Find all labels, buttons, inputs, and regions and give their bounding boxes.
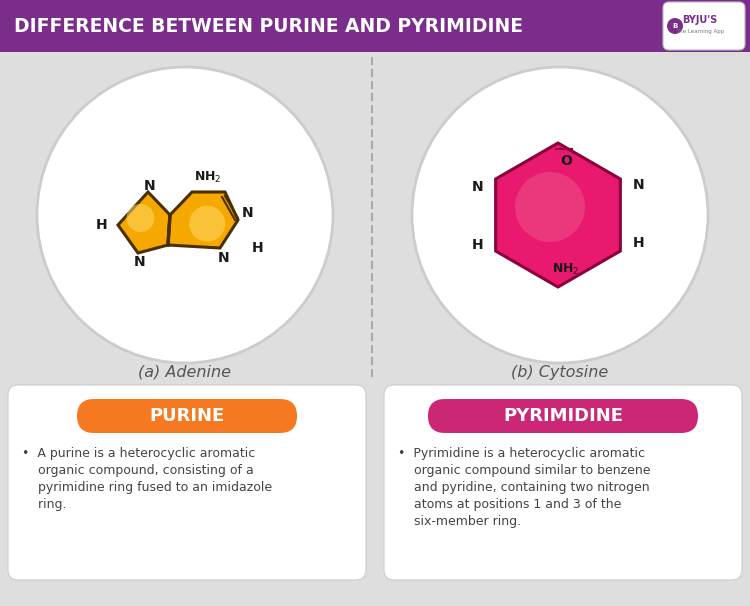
- Circle shape: [189, 205, 225, 242]
- Circle shape: [412, 67, 708, 363]
- Text: H: H: [472, 238, 484, 252]
- Text: (a) Adenine: (a) Adenine: [139, 364, 232, 379]
- Polygon shape: [118, 192, 170, 253]
- Text: PURINE: PURINE: [149, 407, 225, 425]
- FancyBboxPatch shape: [663, 2, 745, 50]
- Text: N: N: [144, 179, 156, 193]
- Polygon shape: [168, 192, 238, 248]
- Text: PYRIMIDINE: PYRIMIDINE: [503, 407, 623, 425]
- Circle shape: [515, 172, 585, 242]
- Text: organic compound, consisting of a: organic compound, consisting of a: [22, 464, 254, 477]
- Text: H: H: [252, 241, 264, 255]
- Text: atoms at positions 1 and 3 of the: atoms at positions 1 and 3 of the: [398, 498, 621, 511]
- Text: organic compound similar to benzene: organic compound similar to benzene: [398, 464, 650, 477]
- FancyBboxPatch shape: [77, 399, 297, 433]
- Circle shape: [37, 67, 333, 363]
- Text: DIFFERENCE BETWEEN PURINE AND PYRIMIDINE: DIFFERENCE BETWEEN PURINE AND PYRIMIDINE: [14, 16, 523, 36]
- FancyBboxPatch shape: [384, 385, 742, 580]
- Polygon shape: [496, 143, 620, 287]
- Circle shape: [127, 204, 154, 232]
- Text: ring.: ring.: [22, 498, 67, 511]
- FancyBboxPatch shape: [0, 0, 750, 52]
- Text: N: N: [472, 180, 484, 194]
- Text: BYJU'S: BYJU'S: [682, 15, 718, 25]
- Text: The Learning App: The Learning App: [676, 28, 724, 33]
- Text: NH$_2$: NH$_2$: [194, 170, 222, 185]
- Text: •  A purine is a heterocyclic aromatic: • A purine is a heterocyclic aromatic: [22, 447, 255, 460]
- Text: six-member ring.: six-member ring.: [398, 515, 521, 528]
- Text: H: H: [96, 218, 108, 232]
- Text: N: N: [218, 251, 229, 265]
- Text: H: H: [632, 236, 644, 250]
- Text: and pyridine, containing two nitrogen: and pyridine, containing two nitrogen: [398, 481, 650, 494]
- Circle shape: [667, 18, 683, 34]
- Text: O: O: [560, 154, 572, 168]
- Text: (b) Cytosine: (b) Cytosine: [512, 364, 609, 379]
- Text: B: B: [672, 23, 678, 29]
- Text: N: N: [134, 255, 146, 269]
- FancyBboxPatch shape: [8, 385, 366, 580]
- Text: N: N: [242, 206, 254, 220]
- FancyBboxPatch shape: [428, 399, 698, 433]
- FancyBboxPatch shape: [0, 0, 660, 52]
- Text: NH$_2$: NH$_2$: [552, 261, 580, 276]
- Text: N: N: [632, 178, 644, 192]
- Text: pyrimidine ring fused to an imidazole: pyrimidine ring fused to an imidazole: [22, 481, 272, 494]
- Text: •  Pyrimidine is a heterocyclic aromatic: • Pyrimidine is a heterocyclic aromatic: [398, 447, 645, 460]
